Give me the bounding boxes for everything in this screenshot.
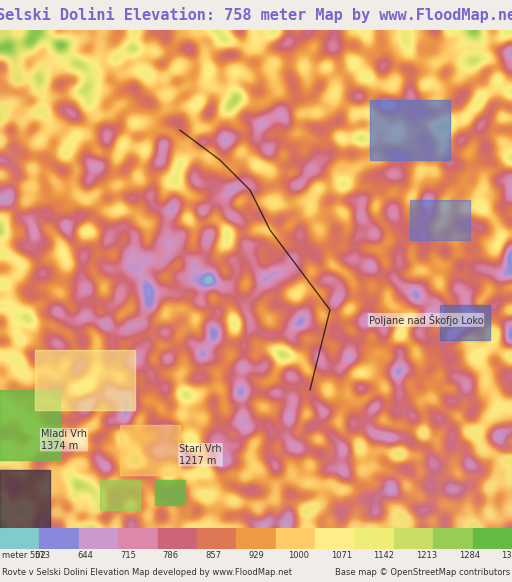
Text: Rovte v Selski Dolini Elevation Map developed by www.FloodMap.net: Rovte v Selski Dolini Elevation Map deve…	[2, 568, 292, 577]
Bar	[354, 528, 394, 549]
Bar	[237, 528, 275, 549]
Bar	[433, 528, 473, 549]
Text: 1356: 1356	[501, 551, 512, 560]
Text: 715: 715	[120, 551, 136, 560]
Text: Mladi Vrh
1374 m: Mladi Vrh 1374 m	[41, 429, 87, 450]
Text: 644: 644	[77, 551, 93, 560]
Text: 1284: 1284	[459, 551, 480, 560]
Text: 1213: 1213	[416, 551, 437, 560]
Bar	[120, 425, 180, 475]
Text: meter 502: meter 502	[2, 551, 46, 560]
Bar	[0, 470, 50, 530]
Text: 1142: 1142	[373, 551, 395, 560]
Text: Stari Vrh
1217 m: Stari Vrh 1217 m	[179, 444, 222, 466]
Bar	[79, 528, 118, 549]
Bar	[315, 528, 354, 549]
Bar	[197, 528, 237, 549]
Text: 573: 573	[35, 551, 51, 560]
Bar	[0, 528, 39, 549]
Text: 857: 857	[205, 551, 221, 560]
Bar	[0, 390, 60, 460]
Bar	[473, 528, 512, 549]
Bar	[100, 480, 140, 510]
Bar	[275, 528, 315, 549]
Text: Base map © OpenStreetMap contributors: Base map © OpenStreetMap contributors	[335, 568, 510, 577]
Bar	[118, 528, 158, 549]
Text: Poljane nad Škofjo Loko: Poljane nad Škofjo Loko	[369, 314, 483, 326]
Bar	[370, 100, 450, 160]
Bar	[410, 200, 470, 240]
Bar	[35, 350, 135, 410]
Bar	[39, 528, 79, 549]
Bar	[440, 305, 490, 340]
Bar	[158, 528, 197, 549]
Text: 786: 786	[163, 551, 179, 560]
Bar	[155, 480, 185, 505]
Text: 1000: 1000	[288, 551, 309, 560]
Bar	[394, 528, 433, 549]
Text: 929: 929	[248, 551, 264, 560]
Text: 1071: 1071	[331, 551, 352, 560]
Text: Rovte v Selski Dolini Elevation: 758 meter Map by www.FloodMap.net (beta): Rovte v Selski Dolini Elevation: 758 met…	[0, 7, 512, 23]
